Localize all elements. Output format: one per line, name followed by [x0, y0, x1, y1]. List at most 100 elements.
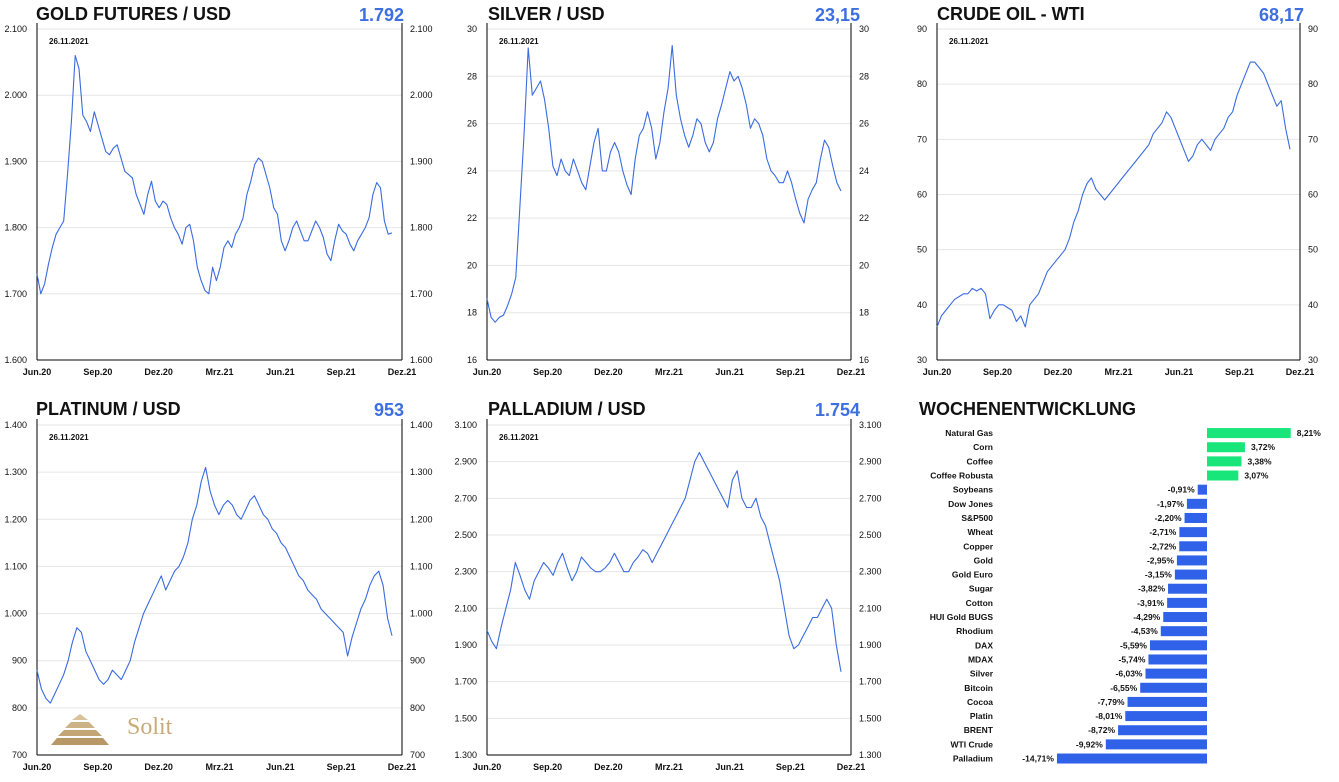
- x-tick-label: Sep.21: [1225, 367, 1254, 377]
- panel-title: WOCHENENTWICKLUNG: [919, 399, 1136, 419]
- value-label: -3,82%: [1138, 584, 1165, 594]
- y-tick-label-right: 2.900: [859, 457, 882, 467]
- x-tick-label: Mrz.21: [1104, 367, 1132, 377]
- y-tick-label-left: 40: [917, 300, 927, 310]
- y-tick-label-left: 1.400: [4, 420, 27, 430]
- y-tick-label-left: 1.500: [454, 713, 477, 723]
- y-tick-label-left: 1.800: [4, 223, 27, 233]
- bar: [1148, 654, 1207, 665]
- y-tick-label-right: 900: [410, 656, 425, 666]
- current-price: 68,17: [1258, 5, 1304, 25]
- x-tick-label: Dez.20: [594, 762, 623, 772]
- y-tick-label-right: 40: [1308, 300, 1318, 310]
- value-label: -2,72%: [1149, 541, 1176, 551]
- bar: [1197, 484, 1207, 495]
- y-tick-label-left: 2.500: [454, 530, 477, 540]
- x-tick-label: Mrz.21: [205, 762, 233, 772]
- panel-title: GOLD FUTURES / USD: [36, 4, 232, 24]
- bar: [1056, 753, 1207, 764]
- gold-panel: GOLD FUTURES / USD 1.792 1.600 1.600 1.700…: [0, 0, 440, 390]
- y-tick-label-right: 18: [859, 308, 869, 318]
- category-label: Palladium: [953, 754, 994, 764]
- x-tick-label: Sep.21: [776, 762, 805, 772]
- panel-title: PALLADIUM / USD: [488, 399, 646, 419]
- value-label: -0,91%: [1168, 485, 1195, 495]
- y-tick-label-left: 30: [467, 24, 477, 34]
- x-tick-label: Dez.21: [837, 762, 866, 772]
- x-tick-label: Mrz.21: [655, 367, 683, 377]
- y-tick-label-right: 60: [1308, 190, 1318, 200]
- y-tick-label-right: 2.700: [859, 493, 882, 503]
- y-tick-label-right: 2.500: [859, 530, 882, 540]
- date-label: 26.11.2021: [49, 433, 89, 442]
- bar: [1207, 470, 1239, 481]
- value-label: -6,03%: [1116, 669, 1143, 679]
- bar: [1179, 527, 1207, 538]
- x-tick-label: Jun.20: [23, 762, 52, 772]
- y-tick-label-right: 28: [859, 71, 869, 81]
- date-label: 26.11.2021: [499, 37, 539, 46]
- bar: [1140, 682, 1207, 693]
- crude-oil-chart: 30 30 40 40 50 50 60 60 70 70 80 80 90 90 Jun.20 Sep.20…: [917, 23, 1318, 377]
- weekly-performance-panel: WOCHENENTWICKLUNG Natural Gas 8,21% Corn 3,…: [897, 395, 1339, 782]
- y-tick-label-left: 80: [917, 79, 927, 89]
- y-tick-label-right: 1.900: [859, 640, 882, 650]
- y-tick-label-right: 90: [1308, 24, 1318, 34]
- bar: [1163, 612, 1207, 623]
- y-tick-label-right: 1.600: [410, 355, 433, 365]
- category-label: WTI Crude: [951, 739, 994, 749]
- current-price: 23,15: [814, 5, 860, 25]
- y-tick-label-right: 24: [859, 166, 869, 176]
- x-tick-label: Dez.20: [594, 367, 623, 377]
- category-label: Coffee: [967, 456, 994, 466]
- bar: [1105, 739, 1207, 750]
- category-label: Wheat: [968, 527, 994, 537]
- bar: [1179, 541, 1207, 552]
- x-tick-label: Sep.21: [327, 367, 356, 377]
- category-label: MDAX: [968, 654, 993, 664]
- bar: [1168, 583, 1207, 594]
- price-line: [486, 451, 842, 672]
- y-tick-label-left: 22: [467, 213, 477, 223]
- y-tick-label-left: 90: [917, 24, 927, 34]
- value-label: 8,21%: [1297, 428, 1322, 438]
- x-tick-label: Sep.21: [776, 367, 805, 377]
- current-price: 1.792: [358, 5, 404, 25]
- bar: [1145, 668, 1207, 679]
- y-tick-label-right: 26: [859, 119, 869, 129]
- value-label: -2,20%: [1155, 513, 1182, 523]
- y-tick-label-left: 1.100: [4, 561, 27, 571]
- x-tick-label: Dez.21: [388, 762, 417, 772]
- y-tick-label-right: 1.900: [410, 156, 433, 166]
- date-label: 26.11.2021: [949, 37, 989, 46]
- category-label: Natural Gas: [945, 428, 993, 438]
- x-tick-label: Jun.21: [1165, 367, 1194, 377]
- value-label: -3,15%: [1145, 570, 1172, 580]
- bar: [1118, 725, 1207, 736]
- x-tick-label: Sep.21: [327, 762, 356, 772]
- bar: [1207, 428, 1291, 439]
- category-label: Sugar: [969, 584, 994, 594]
- y-tick-label-left: 1.000: [4, 609, 27, 619]
- y-tick-label-right: 700: [410, 750, 425, 760]
- x-tick-label: Sep.20: [533, 762, 562, 772]
- x-tick-label: Jun.20: [473, 762, 502, 772]
- price-line: [486, 44, 842, 323]
- y-tick-label-right: 2.000: [410, 90, 433, 100]
- y-tick-label-left: 2.100: [4, 24, 27, 34]
- x-tick-label: Dez.20: [144, 367, 173, 377]
- y-tick-label-left: 2.700: [454, 493, 477, 503]
- y-tick-label-left: 16: [467, 355, 477, 365]
- bar: [1149, 640, 1207, 651]
- bar: [1125, 711, 1207, 722]
- category-label: HUI Gold BUGS: [930, 612, 994, 622]
- value-label: -4,53%: [1131, 626, 1158, 636]
- y-tick-label-right: 16: [859, 355, 869, 365]
- price-line: [936, 61, 1291, 328]
- y-tick-label-left: 1.700: [454, 677, 477, 687]
- x-tick-label: Jun.21: [715, 762, 744, 772]
- x-tick-label: Sep.20: [83, 762, 112, 772]
- palladium-chart: 1.300 1.300 1.500 1.500 1.700 1.700 1.900 1.900…: [454, 419, 882, 772]
- x-tick-label: Jun.21: [266, 367, 295, 377]
- y-tick-label-right: 3.100: [859, 420, 882, 430]
